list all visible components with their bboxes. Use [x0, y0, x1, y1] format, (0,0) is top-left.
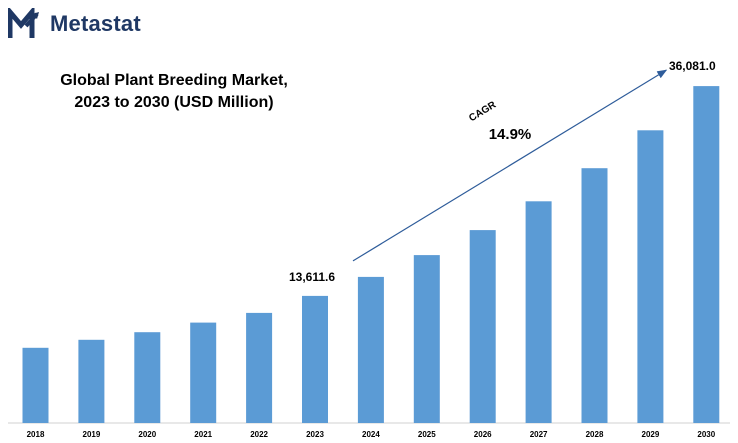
- x-tick-label-2018: 2018: [27, 430, 45, 439]
- x-tick-label-2027: 2027: [530, 430, 548, 439]
- bar-2026: [469, 230, 496, 423]
- x-tick-label-2023: 2023: [306, 430, 324, 439]
- bar-2029: [637, 130, 664, 424]
- bar-2023: [302, 295, 328, 423]
- x-tick-label-2026: 2026: [474, 430, 492, 439]
- x-tick-label-2025: 2025: [418, 430, 436, 439]
- cagr-arrow: [352, 69, 668, 262]
- bar-2024: [357, 276, 384, 423]
- bar-2018: [22, 347, 49, 423]
- bar-2028: [581, 168, 608, 423]
- x-tick-labels: 2018 2019 2020 2021 2022 2023 2024 2025 2026 2027…: [27, 430, 716, 439]
- x-tick-label-2021: 2021: [194, 430, 212, 439]
- brand-name: Metastat: [50, 11, 141, 36]
- bar-2020: [134, 332, 161, 423]
- bar-2027: [525, 201, 552, 423]
- data-labels: 13,611.6 36,081.0: [289, 59, 716, 284]
- x-tick-label-2019: 2019: [83, 430, 101, 439]
- x-tick-label-2030: 2030: [697, 430, 715, 439]
- bar-2030: [693, 86, 720, 423]
- brand-logo[interactable]: Metastat: [8, 8, 141, 40]
- chart-title-line-1: Global Plant Breeding Market,: [60, 72, 288, 89]
- x-tick-label-2022: 2022: [250, 430, 268, 439]
- chart-title: Global Plant Breeding Market, 2023 to 20…: [40, 70, 308, 114]
- data-label-2030: 36,081.0: [669, 59, 716, 73]
- cagr-annotation: CAGR 14.9%: [352, 69, 668, 262]
- bar-2022: [246, 312, 273, 423]
- bar-2021: [190, 322, 217, 423]
- x-tick-label-2029: 2029: [642, 430, 660, 439]
- cagr-label: CAGR: [467, 99, 499, 124]
- metastat-logo-icon: [8, 8, 39, 38]
- data-label-2023: 13,611.6: [289, 270, 335, 284]
- x-tick-label-2024: 2024: [362, 430, 380, 439]
- cagr-value: 14.9%: [489, 126, 532, 143]
- x-tick-label-2020: 2020: [138, 430, 156, 439]
- chart-title-line-2: 2023 to 2030 (USD Million): [74, 94, 274, 111]
- x-tick-label-2028: 2028: [586, 430, 604, 439]
- bars-group: [22, 86, 720, 424]
- bar-2019: [78, 339, 105, 423]
- bar-2025: [413, 255, 440, 423]
